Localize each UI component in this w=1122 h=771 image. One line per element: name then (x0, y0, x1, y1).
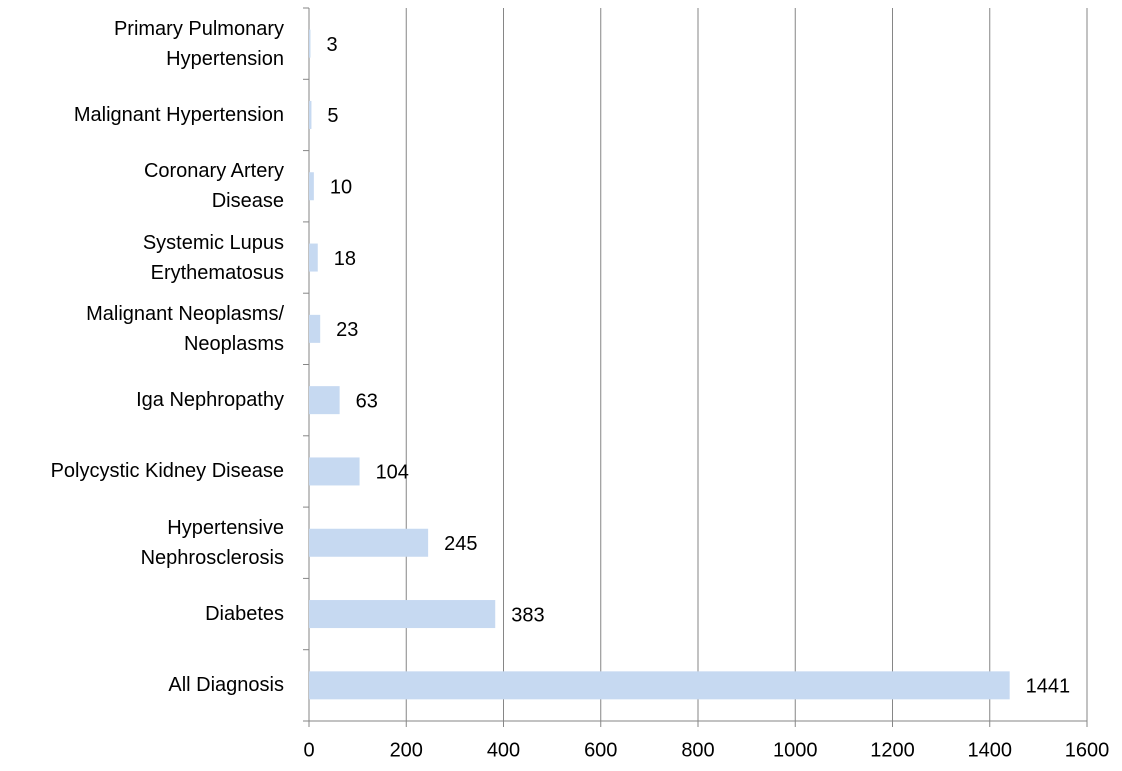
x-tick-label: 0 (303, 739, 314, 761)
y-tick-label: Systemic Lupus Erythematosus (142, 231, 284, 284)
y-tick-label: Malignant Neoplasms/ Neoplasms (86, 302, 284, 355)
bar (309, 671, 1010, 700)
y-tick-label: Diabetes (205, 603, 284, 626)
bar (309, 29, 311, 58)
value-label: 104 (376, 462, 409, 484)
value-label: 1441 (1026, 676, 1071, 698)
x-tick-label: 600 (584, 739, 617, 761)
bar (309, 172, 314, 201)
value-label: 23 (336, 319, 358, 341)
y-tick-label: Iga Nephropathy (136, 389, 284, 412)
value-label: 5 (327, 105, 338, 127)
x-tick-label: 1400 (968, 739, 1013, 761)
value-label: 18 (334, 248, 356, 270)
value-label: 10 (330, 177, 352, 199)
bar (309, 600, 496, 629)
x-tick-label: 400 (487, 739, 520, 761)
value-label: 3 (326, 34, 337, 56)
y-tick-label: Coronary Artery Disease (143, 160, 284, 213)
bar (309, 457, 360, 486)
y-tick-label: Hypertensive Nephrosclerosis (140, 516, 284, 569)
x-tick-label: 1000 (773, 739, 818, 761)
y-tick-label: Primary Pulmonary Hypertension (113, 17, 284, 70)
bar (309, 314, 321, 343)
bar (309, 100, 312, 129)
x-tick-label: 1600 (1065, 739, 1110, 761)
value-label: 383 (511, 604, 544, 626)
x-tick-label: 1200 (870, 739, 915, 761)
x-tick-label: 800 (681, 739, 714, 761)
bar (309, 386, 340, 415)
value-label: 245 (444, 533, 477, 555)
y-tick-label: All Diagnosis (168, 674, 284, 697)
x-tick-label: 200 (390, 739, 423, 761)
bar (309, 243, 318, 272)
bar (309, 528, 429, 557)
y-tick-label: Polycystic Kidney Disease (50, 460, 284, 483)
value-label: 63 (356, 390, 378, 412)
y-tick-label: Malignant Hypertension (73, 103, 284, 126)
